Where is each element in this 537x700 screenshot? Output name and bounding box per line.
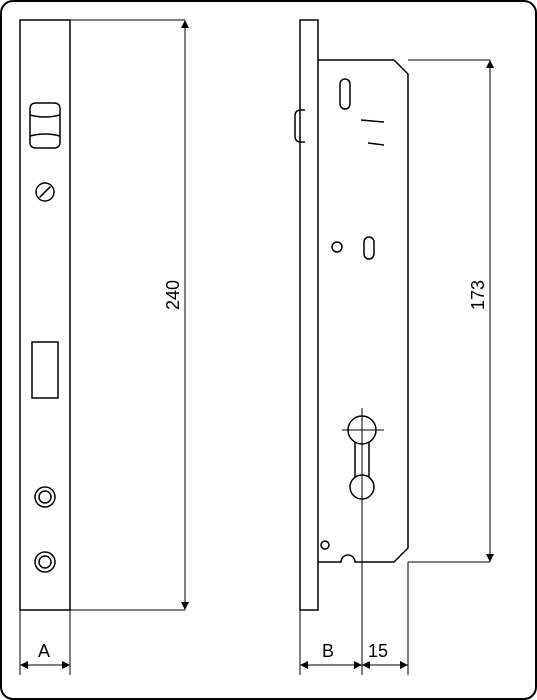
svg-text:173: 173 [468,280,488,310]
svg-text:240: 240 [163,280,183,310]
svg-text:B: B [322,641,334,661]
svg-text:A: A [38,641,50,661]
svg-text:15: 15 [368,641,388,661]
